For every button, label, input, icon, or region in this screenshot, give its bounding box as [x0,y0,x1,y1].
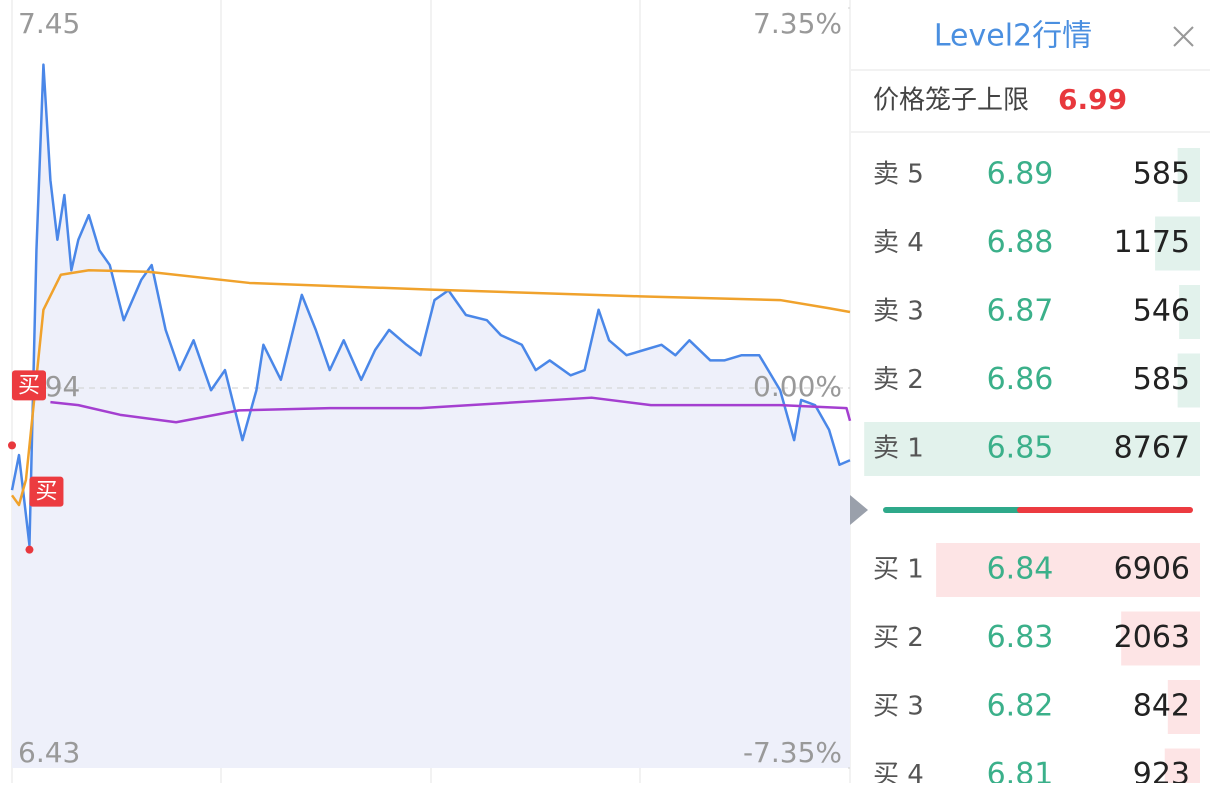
row-price: 6.87 [987,294,1054,329]
row-price: 6.81 [987,757,1054,783]
close-button[interactable] [1173,26,1194,47]
price-area [12,64,850,769]
series-line [10,63,851,547]
volume-bar [1177,353,1200,408]
series-line [10,269,851,507]
row-label: 买 1 [873,555,924,585]
row-volume: 923 [1133,757,1190,783]
volume-bar [1164,748,1200,787]
volume-bar [1167,680,1200,734]
row-price: 6.88 [987,225,1054,260]
row-label: 买 2 [873,623,924,653]
row-label: 卖 1 [873,434,924,464]
row-label: 买 4 [873,760,924,783]
buy-dot [8,441,16,450]
row-volume: 1175 [1114,225,1190,260]
volume-bar [936,543,1200,597]
volume-bar [1121,611,1200,666]
cage-value: 6.99 [1058,83,1127,116]
buy-tag-label: 买 [35,480,57,505]
volume-bar [1155,216,1200,271]
row-price: 6.86 [987,362,1054,397]
buy-tag [12,370,46,401]
row-price: 6.82 [987,689,1054,724]
series-line [50,396,852,424]
buy-tag-label: 买 [18,373,40,398]
row-label: 卖 4 [873,228,924,258]
row-volume: 2063 [1114,620,1190,655]
row-volume: 842 [1133,689,1190,724]
row-label: 卖 5 [873,160,924,190]
chart: 6.436.947.45 7.35%0.00%-7.35%买买 [8,0,852,783]
volume-bar [1177,148,1200,202]
row-label: 买 3 [873,692,924,722]
volume-bar [1179,285,1200,339]
row-volume: 8767 [1114,431,1190,466]
cage-label: 价格笼子上限 [873,86,1029,116]
y2-tick-label: 7.35% [753,7,842,40]
row-volume: 546 [1133,294,1190,329]
buy-dot [25,545,34,554]
row-price: 6.89 [987,157,1054,192]
row-volume: 6906 [1114,552,1190,587]
row-volume: 585 [1133,157,1190,192]
row-price: 6.85 [987,431,1054,466]
row-price: 6.83 [987,620,1054,655]
row-label: 卖 2 [873,365,924,395]
row-volume: 585 [1133,362,1190,397]
level2-panel: Level2行情 价格笼子上限 6.99 卖 5 6.89 585 卖 4 6.88 11… [850,19,1210,787]
y2-tick-label: 0.00% [753,370,842,403]
panel-title: Level2行情 [934,19,1092,54]
y-tick-label: 6.43 [18,736,80,769]
row-label: 卖 3 [873,297,924,327]
arrow [850,495,868,525]
buy-tag [29,476,64,507]
volume-bar [865,422,1200,476]
y-tick-label: 7.45 [18,7,80,40]
y2-tick-label: -7.35% [743,736,842,769]
row-price: 6.84 [987,552,1054,587]
